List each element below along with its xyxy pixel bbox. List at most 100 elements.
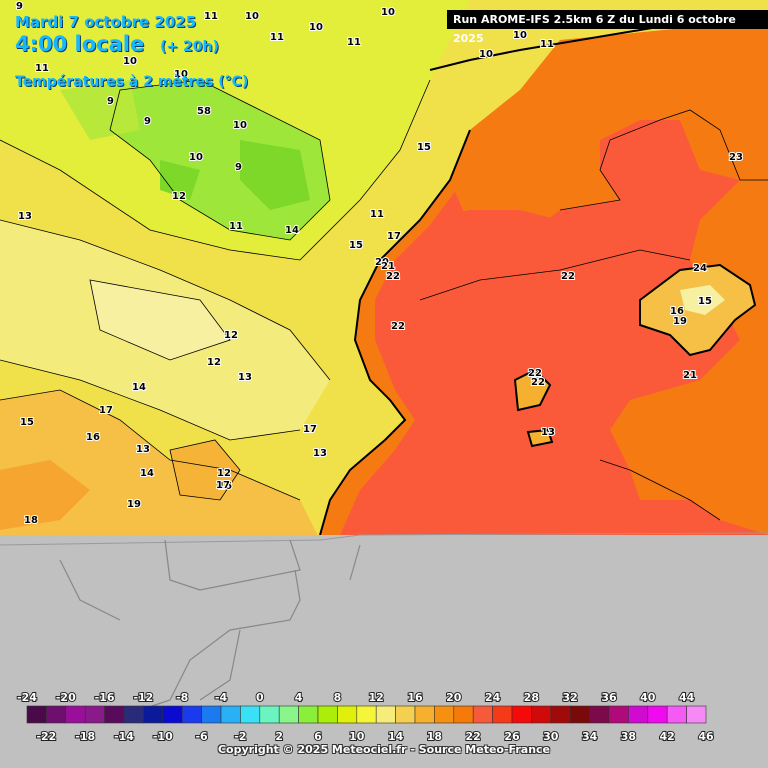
legend-swatch (26, 705, 47, 724)
legend-lower-labels: -22 -18 -14 -10 -6 -2 2 6 10 14 18 22 26 30 34 38 42 46 (35, 729, 715, 744)
map-temperature-value: 10 (513, 30, 527, 41)
land-warm-zone (0, 390, 320, 545)
map-temperature-value: 9 (16, 1, 23, 12)
map-temperature-value: 10 (174, 69, 188, 80)
legend-swatch (395, 705, 416, 724)
legend-tick-label: 16 (407, 691, 423, 704)
mallorca-interior (680, 285, 725, 315)
legend-swatch (686, 705, 707, 724)
map-temperature-value: 23 (729, 152, 743, 163)
domain-edge (0, 532, 768, 546)
map-temperature-value: 15 (20, 417, 34, 428)
legend-swatch (162, 705, 183, 724)
map-temperature-value: 18 (24, 515, 38, 526)
map-temperature-value: 9 (144, 116, 151, 127)
isotherm-land (0, 79, 431, 501)
isotherm-warm (169, 439, 241, 501)
legend-tick-label: 20 (446, 691, 462, 704)
legend-swatch (337, 705, 358, 724)
land-coldest-zone-2 (160, 160, 200, 200)
legend-swatch (569, 705, 590, 724)
map-temperature-value: 22 (561, 271, 575, 282)
isotherm-sea (419, 109, 768, 301)
parameter-title: Températures à 2 mètres (°C) (15, 74, 249, 90)
map-temperature-value: 10 (381, 7, 395, 18)
map-temperature-value: 14 (285, 225, 299, 236)
legend-tick-label: 44 (679, 691, 695, 704)
isotherm-mild (89, 279, 231, 361)
land-mild-zone-2 (90, 280, 230, 360)
map-temperature-value: 15 (349, 240, 363, 251)
map-temperature-value: 24 (693, 263, 707, 274)
legend-tick-label: -6 (195, 730, 208, 743)
isotherm-sea-south (599, 459, 721, 521)
legend-swatch (666, 705, 687, 724)
map-temperature-value: 22 (531, 377, 545, 388)
map-temperature-value: 16 (86, 432, 100, 443)
legend-swatch (84, 705, 105, 724)
legend-swatch (492, 705, 513, 724)
legend-swatch (201, 705, 222, 724)
map-temperature-value: 19 (127, 499, 141, 510)
legend-swatch (240, 705, 261, 724)
land-hot-zone (0, 460, 90, 530)
legend-tick-label: 32 (563, 691, 578, 704)
map-temperature-value: 11 (347, 37, 361, 48)
legend-tick-label: 34 (582, 730, 598, 743)
legend-swatch (181, 705, 202, 724)
legend-swatch (511, 705, 532, 724)
map-temperature-value: 9 (235, 162, 242, 173)
legend-tick-label: 18 (427, 730, 442, 743)
map-temperature-value: 11 (540, 39, 554, 50)
map-temperature-value: 10 (233, 120, 247, 131)
map-temperature-value: 13 (136, 444, 150, 455)
legend-swatch (317, 705, 338, 724)
legend-tick-label: 8 (334, 691, 342, 704)
legend-swatch (550, 705, 571, 724)
map-temperature-value: 16 (218, 481, 232, 492)
legend-swatch (220, 705, 241, 724)
map-temperature-value: 10 (123, 56, 137, 67)
map-temperature-value: 14 (140, 468, 154, 479)
legend-swatch (298, 705, 319, 724)
legend-tick-label: 14 (388, 730, 404, 743)
legend-tick-label: -20 (56, 691, 76, 704)
legend-swatch (259, 705, 280, 724)
legend-tick-label: 12 (369, 691, 384, 704)
sea-hot-zone (420, 210, 640, 330)
legend-swatch (531, 705, 552, 724)
legend-tick-label: 10 (349, 730, 365, 743)
legend-swatch (472, 705, 493, 724)
legend-tick-label: -14 (114, 730, 134, 743)
land-cold-zone-2 (60, 80, 140, 140)
legend-tick-label: -22 (36, 730, 56, 743)
map-temperature-value: 9 (107, 96, 114, 107)
map-value-labels: 9 11 10 10 10 11 10 11 11 10 10 11 10 9 58 9 10 10 9 12 15 13… (15, 0, 744, 527)
legend-tick-label: -2 (234, 730, 246, 743)
map-temperature-value: 22 (391, 321, 405, 332)
no-data-area (0, 535, 768, 768)
legend-swatch (46, 705, 67, 724)
map-temperature-value: 22 (528, 368, 542, 379)
legend-tick-label: 40 (640, 691, 656, 704)
legend-tick-label: 36 (601, 691, 617, 704)
sea-warm-zone (450, 20, 768, 535)
isotherm-cold (109, 79, 331, 241)
map-temperature-value: 12 (207, 357, 221, 368)
map-temperature-value: 13 (18, 211, 32, 222)
legend-tick-label: 6 (314, 730, 322, 743)
map-temperature-value: 13 (313, 448, 327, 459)
map-temperature-value: 21 (683, 370, 697, 381)
map-temperature-value: 17 (303, 424, 317, 435)
legend-swatch (647, 705, 668, 724)
legend-swatch (123, 705, 144, 724)
legend-swatch (589, 705, 610, 724)
map-temperature-value: 58 (197, 106, 211, 117)
map-temperature-value: 11 (35, 63, 49, 74)
map-temperature-value: 17 (216, 480, 230, 491)
map-temperature-value: 10 (309, 22, 323, 33)
legend-tick-label: 30 (543, 730, 559, 743)
map-temperature-value: 10 (479, 49, 493, 60)
ibiza-island (513, 368, 552, 412)
legend-swatch (65, 705, 86, 724)
